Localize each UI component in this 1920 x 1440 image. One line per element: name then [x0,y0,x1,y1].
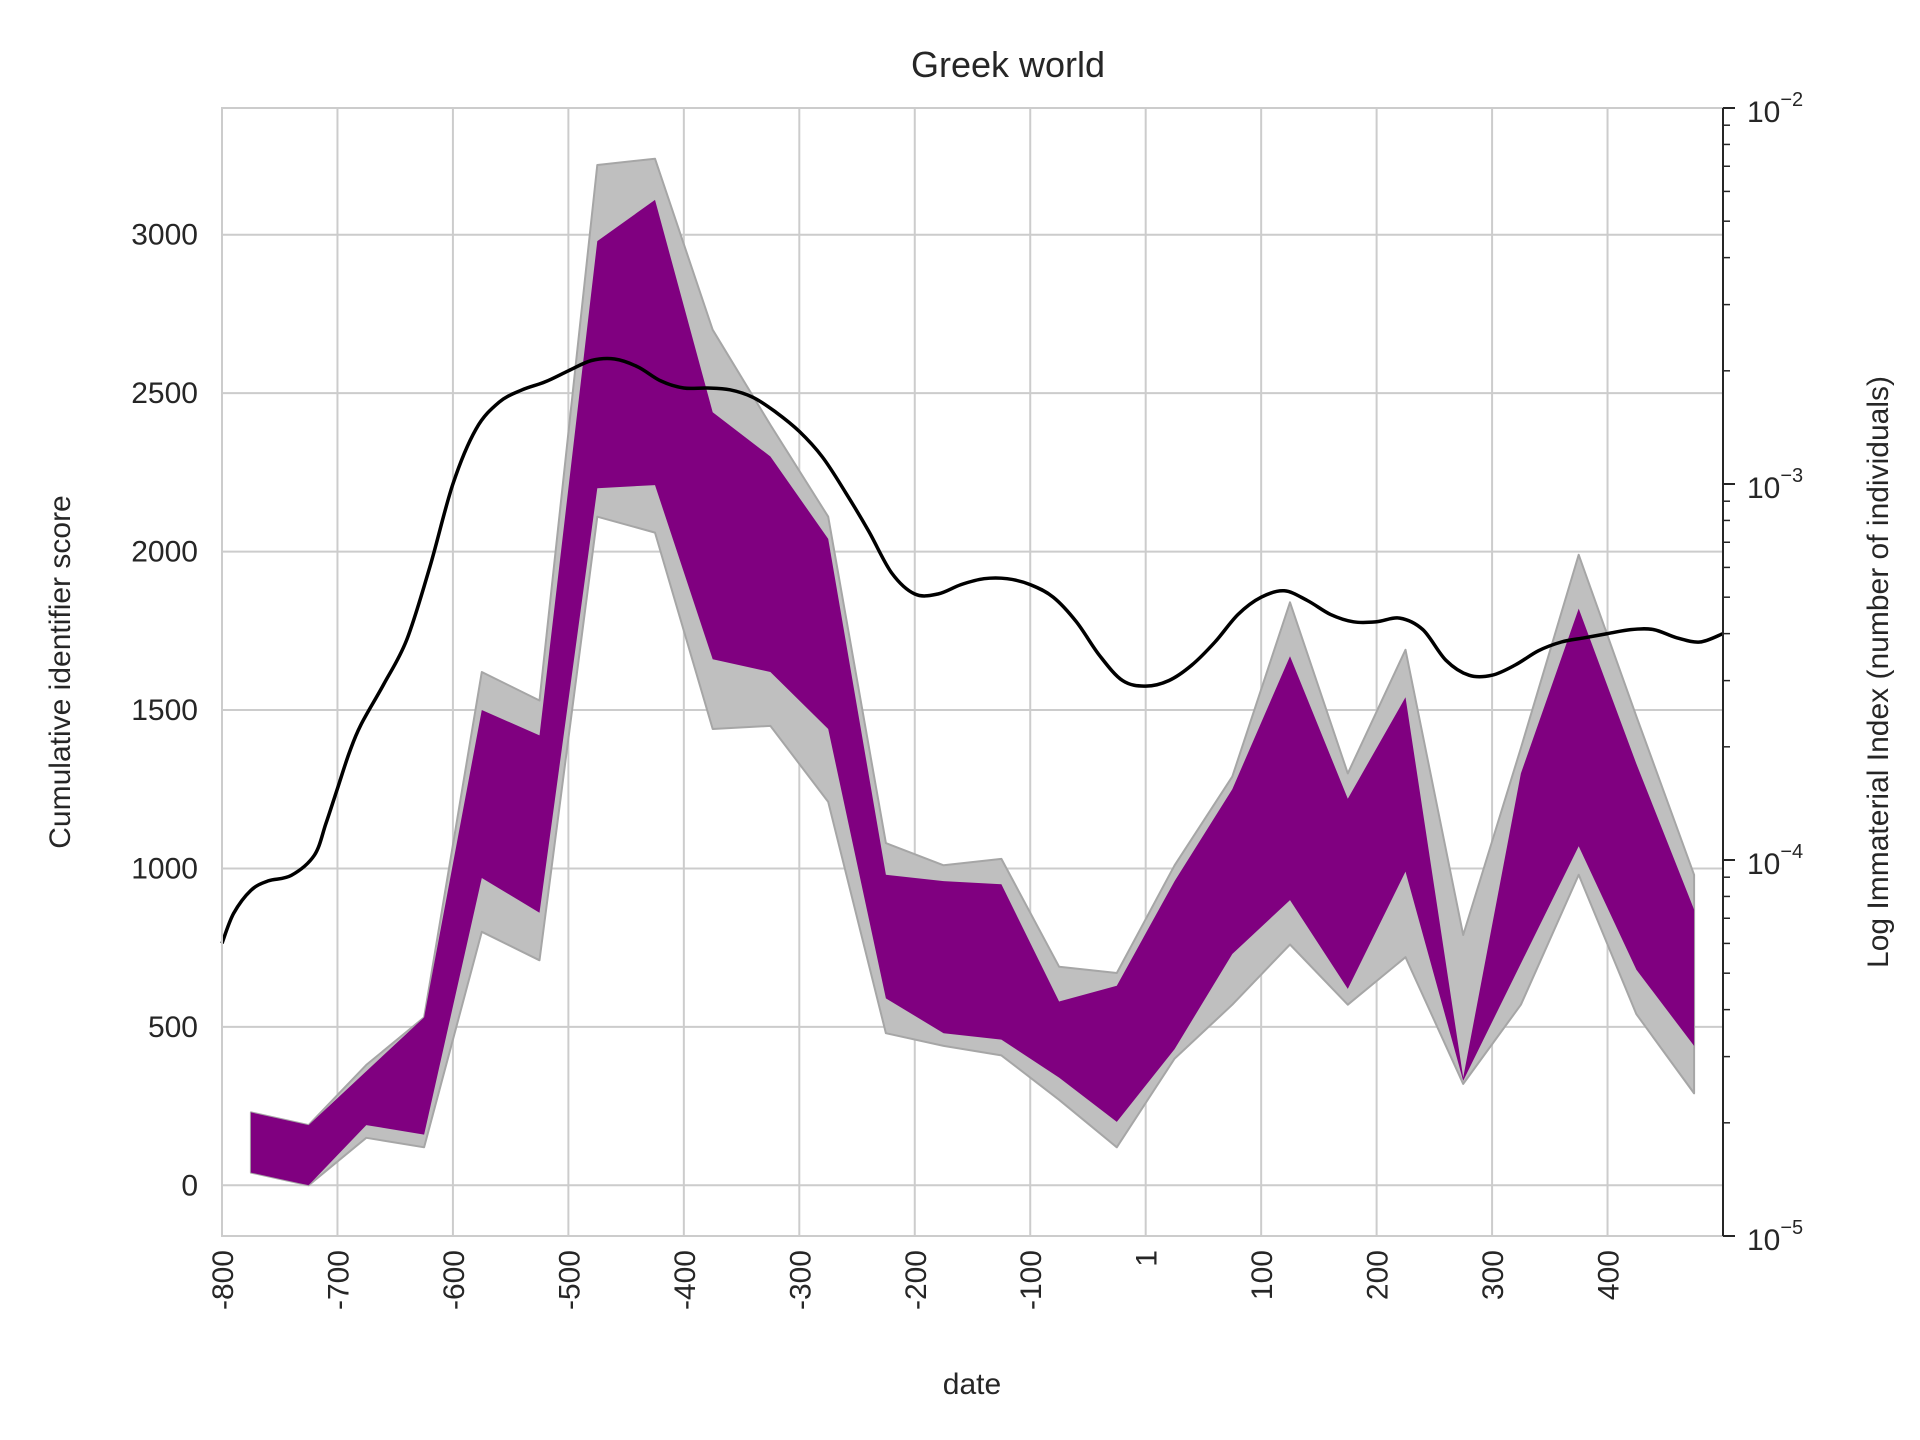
y-tick-label: 0 [181,1169,198,1202]
x-tick-label: 400 [1593,1250,1626,1300]
x-tick-label: 200 [1362,1250,1395,1300]
x-tick-label: -500 [553,1250,586,1310]
y-right-tick-label: 10−2 [1747,89,1803,129]
y-tick-label: 1000 [131,852,198,885]
x-tick-label: -100 [1015,1250,1048,1310]
y-tick-label: 2000 [131,536,198,569]
y-tick-label: 500 [148,1011,198,1044]
inner-band [250,199,1695,1186]
x-tick-label: -300 [784,1250,817,1310]
x-tick-label: 1 [1131,1250,1164,1267]
y-axis-right: 10−5 10−4 10−3 10−2 [1722,89,1803,1257]
y-right-tick-label: 10−3 [1747,465,1803,505]
y-axis-right-title: Log Immaterial Index (number of individu… [1862,376,1895,968]
x-axis: -800 -700 -600 -500 -400 -300 -200 -100 1 100 200 3… [207,1250,1626,1310]
x-tick-label: -800 [207,1250,240,1310]
x-tick-label: -200 [900,1250,933,1310]
y-right-tick-label: 10−5 [1747,1217,1803,1257]
y-tick-label: 1500 [131,694,198,727]
y-axis-left: 0 500 1000 1500 2000 2500 3000 [131,219,198,1203]
x-tick-label: -700 [322,1250,355,1310]
x-tick-label: -400 [669,1250,702,1310]
x-axis-title: date [943,1368,1001,1401]
bands [249,157,1696,1187]
y-tick-label: 3000 [131,219,198,252]
y-right-tick-label: 10−4 [1747,841,1803,881]
line-layer [220,356,1724,945]
chart-title: Greek world [911,44,1105,85]
immaterial-index-line [220,356,1724,945]
y-tick-label: 2500 [131,377,198,410]
y-axis-left-title: Cumulative identifier score [44,495,77,848]
x-tick-label: 100 [1246,1250,1279,1300]
x-tick-label: -600 [438,1250,471,1310]
x-tick-label: 300 [1477,1250,1510,1300]
